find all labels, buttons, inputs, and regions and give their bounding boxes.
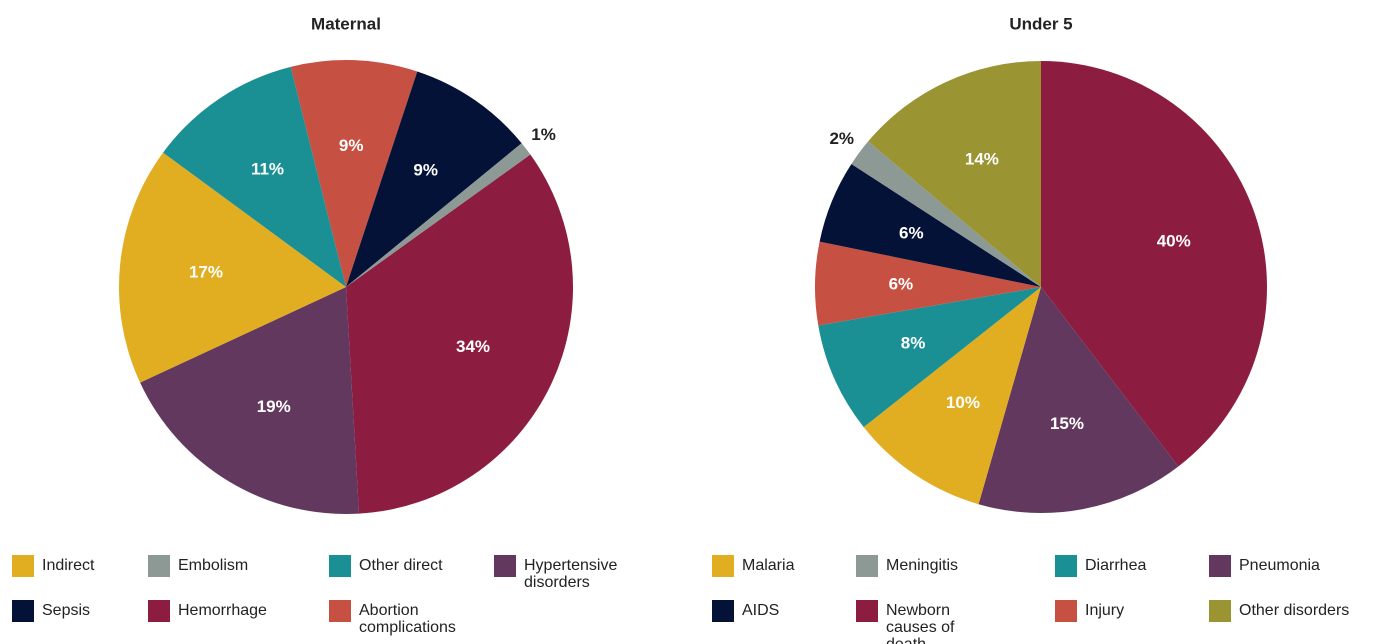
legend-item: Indirect [12, 555, 154, 577]
legend-swatch [329, 555, 351, 577]
legend-item: Embolism [148, 555, 290, 577]
legend-item: Sepsis [12, 600, 154, 622]
legend-swatch [712, 555, 734, 577]
legend-swatch [856, 600, 878, 622]
value-label: 40% [1157, 232, 1191, 251]
pie-slice [978, 287, 1179, 513]
chart-title: Under 5 [1009, 14, 1072, 33]
legend-label: Diarrhea [1085, 557, 1147, 574]
legend-label: Pneumonia [1239, 557, 1320, 574]
legend-item: Other disorders [1209, 600, 1351, 622]
legend-swatch [12, 555, 34, 577]
legend-swatch [712, 600, 734, 622]
legend-item: Abortion complications [329, 600, 471, 636]
value-label: 9% [413, 160, 438, 179]
chart-title: Maternal [311, 14, 381, 33]
legend-label: AIDS [742, 602, 780, 619]
legend-swatch [329, 600, 351, 622]
legend-item: Meningitis [856, 555, 998, 577]
pie-slice [1041, 61, 1267, 467]
legend-label: Malaria [742, 557, 795, 574]
legend-label: Embolism [178, 557, 249, 574]
legend-item: Malaria [712, 555, 854, 577]
value-label: 10% [946, 393, 980, 412]
value-label: 11% [251, 160, 284, 179]
legend-label: Other direct [359, 557, 443, 574]
pie-slice [815, 241, 1041, 326]
value-label: 15% [1050, 414, 1084, 433]
value-label: 14% [965, 149, 999, 168]
legend-swatch [1055, 555, 1077, 577]
legend-label: Other disorders [1239, 602, 1350, 619]
pie-slice [140, 287, 360, 514]
legend-label: Indirect [42, 557, 95, 574]
legend-swatch [148, 600, 170, 622]
pie-slice [819, 164, 1041, 287]
value-label: 17% [189, 263, 223, 282]
legend-item: Diarrhea [1055, 555, 1197, 577]
legend-item: Injury [1055, 600, 1197, 622]
value-label: 19% [257, 397, 291, 416]
value-label: 1% [531, 125, 556, 144]
legend-item: Hypertensive disorders [494, 555, 636, 591]
legend-label: Newborn causes of death [886, 602, 955, 644]
legend-item: AIDS [712, 600, 854, 622]
legend-swatch [1209, 555, 1231, 577]
legend-label: Abortion complications [359, 602, 456, 636]
legend-label: Meningitis [886, 557, 959, 574]
value-label: 2% [829, 129, 854, 148]
value-label: 6% [899, 223, 924, 242]
pie-slice [163, 66, 346, 287]
legend-label: Hemorrhage [178, 602, 267, 619]
pie-slice [290, 60, 418, 287]
value-label: 8% [901, 334, 926, 353]
legend-item: Newborn causes of death [856, 600, 998, 644]
legend-swatch [1055, 600, 1077, 622]
legend-swatch [856, 555, 878, 577]
legend-item: Pneumonia [1209, 555, 1351, 577]
pie-slice [868, 61, 1041, 287]
legend-swatch [12, 600, 34, 622]
pie-slice [818, 287, 1041, 428]
pie-slice [346, 71, 522, 288]
legend-label: Hypertensive disorders [524, 557, 618, 591]
pie-slice [346, 154, 574, 514]
legend-swatch [494, 555, 516, 577]
value-label: 6% [889, 274, 914, 293]
legend-item: Hemorrhage [148, 600, 290, 622]
legend-label: Injury [1085, 602, 1125, 619]
legend-swatch [1209, 600, 1231, 622]
value-label: 9% [339, 136, 364, 155]
pie-slice [863, 287, 1041, 505]
legend-swatch [148, 555, 170, 577]
pie-slice [119, 152, 346, 383]
legend-label: Sepsis [42, 602, 91, 619]
pie-slice [851, 141, 1041, 287]
pie-slice [346, 143, 531, 287]
value-label: 34% [456, 337, 490, 356]
legend-item: Other direct [329, 555, 471, 577]
